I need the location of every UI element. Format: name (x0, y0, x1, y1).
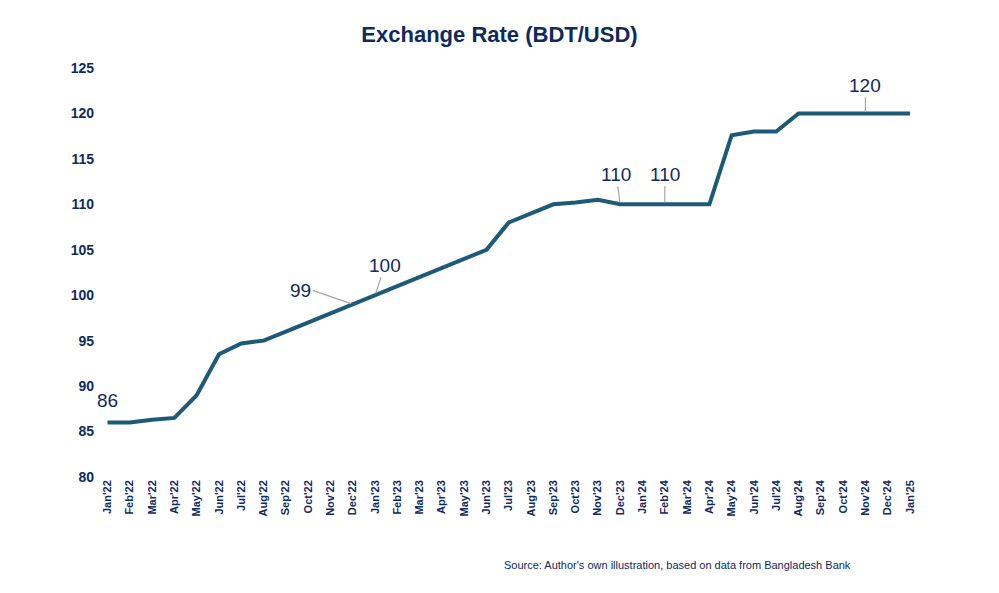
svg-text:Exchange Rate (BDT/USD): Exchange Rate (BDT/USD) (361, 22, 637, 47)
svg-text:110: 110 (601, 164, 631, 185)
svg-text:105: 105 (71, 242, 95, 258)
svg-text:Mar'23: Mar'23 (413, 480, 425, 514)
svg-text:Sep'24: Sep'24 (814, 479, 826, 515)
svg-text:99: 99 (290, 280, 311, 301)
svg-text:Sep'22: Sep'22 (279, 480, 291, 515)
svg-text:90: 90 (78, 378, 94, 394)
svg-text:Dec'24: Dec'24 (881, 479, 893, 515)
svg-text:Jul'24: Jul'24 (770, 479, 782, 511)
svg-text:120: 120 (849, 75, 881, 96)
svg-text:Nov'24: Nov'24 (859, 479, 871, 516)
svg-text:Jul'22: Jul'22 (235, 480, 247, 511)
svg-text:Apr'22: Apr'22 (168, 480, 180, 514)
svg-text:86: 86 (97, 390, 118, 411)
svg-text:Aug'23: Aug'23 (525, 480, 537, 516)
svg-text:Apr'24: Apr'24 (703, 479, 715, 514)
svg-text:Jan'24: Jan'24 (636, 479, 648, 514)
svg-text:May'23: May'23 (458, 480, 470, 516)
svg-text:Jan'23: Jan'23 (369, 480, 381, 514)
svg-text:125: 125 (71, 60, 95, 76)
svg-text:120: 120 (71, 105, 95, 121)
svg-text:110: 110 (650, 164, 680, 185)
svg-text:Jun'23: Jun'23 (480, 480, 492, 514)
svg-text:Jul'23: Jul'23 (502, 480, 514, 511)
svg-text:Aug'24: Aug'24 (792, 479, 804, 516)
svg-text:110: 110 (71, 196, 94, 212)
svg-text:Oct'23: Oct'23 (569, 480, 581, 513)
svg-text:Oct'22: Oct'22 (302, 480, 314, 513)
svg-text:100: 100 (71, 287, 95, 303)
svg-text:Sep'23: Sep'23 (547, 480, 559, 515)
svg-text:95: 95 (78, 333, 94, 349)
svg-text:May'22: May'22 (190, 480, 202, 516)
svg-text:Dec'22: Dec'22 (346, 480, 358, 515)
svg-text:Mar'22: Mar'22 (146, 480, 158, 514)
svg-text:Aug'22: Aug'22 (257, 480, 269, 516)
svg-text:115: 115 (71, 151, 94, 167)
svg-text:Dec'23: Dec'23 (614, 480, 626, 515)
svg-text:Apr'23: Apr'23 (435, 480, 447, 514)
svg-text:Source: Author's own illustrat: Source: Author's own illustration, based… (504, 559, 851, 571)
svg-text:Mar'24: Mar'24 (681, 479, 693, 514)
svg-text:Nov'23: Nov'23 (591, 480, 603, 516)
svg-text:80: 80 (78, 469, 94, 485)
svg-text:Oct'24: Oct'24 (837, 479, 849, 513)
svg-text:85: 85 (78, 423, 94, 439)
svg-text:Feb'22: Feb'22 (123, 480, 135, 514)
svg-text:Feb'23: Feb'23 (391, 480, 403, 514)
svg-text:Jun'24: Jun'24 (748, 479, 760, 514)
svg-text:Jan'22: Jan'22 (101, 480, 113, 514)
svg-text:Jan'25: Jan'25 (904, 480, 916, 514)
svg-text:May'24: May'24 (725, 479, 737, 516)
svg-text:Jun'22: Jun'22 (213, 480, 225, 514)
svg-text:100: 100 (369, 255, 401, 276)
svg-text:Feb'24: Feb'24 (658, 479, 670, 514)
svg-text:Nov'22: Nov'22 (324, 480, 336, 516)
